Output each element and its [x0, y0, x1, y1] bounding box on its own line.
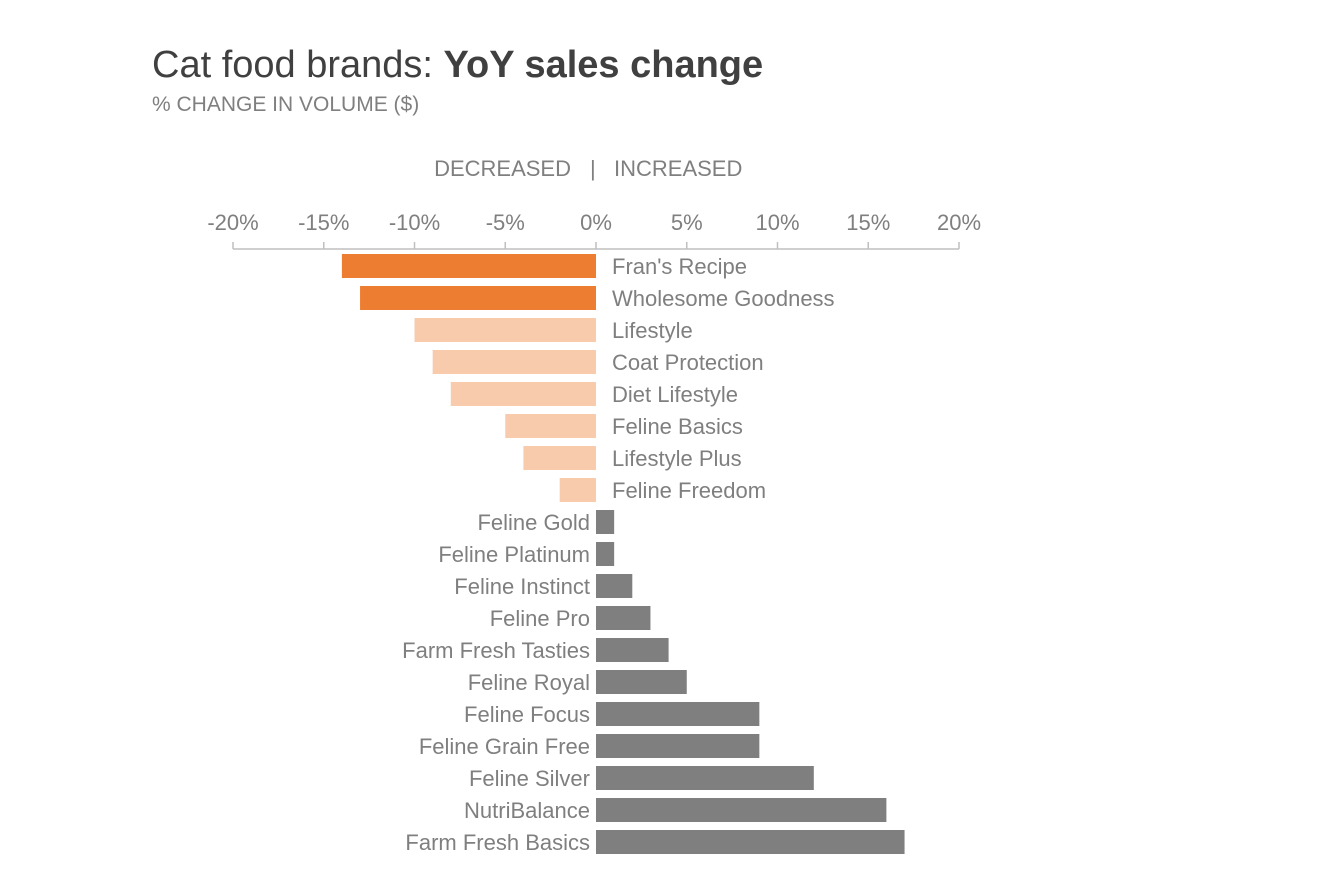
- decreased-label: DECREASED: [434, 156, 571, 181]
- category-label: Wholesome Goodness: [612, 286, 835, 311]
- direction-separator: |: [590, 156, 596, 181]
- bar-feline-freedom: [559, 478, 596, 502]
- bar-feline-grain-free: [596, 734, 760, 758]
- category-label: Feline Grain Free: [419, 734, 590, 759]
- category-label: Farm Fresh Tasties: [402, 638, 590, 663]
- bar-farm-fresh-basics: [596, 830, 905, 854]
- category-label: Feline Instinct: [454, 574, 590, 599]
- x-tick-label: 20%: [937, 210, 981, 235]
- category-label: Feline Pro: [490, 606, 590, 631]
- x-tick-label: -5%: [486, 210, 525, 235]
- category-label: Feline Platinum: [438, 542, 590, 567]
- category-label: Diet Lifestyle: [612, 382, 738, 407]
- x-tick-label: 15%: [846, 210, 890, 235]
- category-label: Lifestyle: [612, 318, 693, 343]
- bar-fran-s-recipe: [341, 254, 596, 278]
- category-label: Feline Freedom: [612, 478, 766, 503]
- bar-farm-fresh-tasties: [596, 638, 669, 662]
- bar-feline-pro: [596, 606, 651, 630]
- bar-feline-gold: [596, 510, 615, 534]
- category-label: Feline Silver: [469, 766, 590, 791]
- category-label: Feline Gold: [477, 510, 590, 535]
- x-tick-label: 5%: [671, 210, 703, 235]
- category-label: Fran's Recipe: [612, 254, 747, 279]
- chart-subtitle: % CHANGE IN VOLUME ($): [152, 93, 420, 116]
- category-label: Feline Royal: [468, 670, 590, 695]
- chart-title: Cat food brands: YoY sales change: [152, 44, 763, 87]
- increased-label: INCREASED: [614, 156, 743, 181]
- category-label: Coat Protection: [612, 350, 764, 375]
- category-label: Lifestyle Plus: [612, 446, 742, 471]
- bar-coat-protection: [432, 350, 596, 374]
- x-tick-label: -15%: [298, 210, 349, 235]
- bar-nutribalance: [596, 798, 887, 822]
- category-label: NutriBalance: [464, 798, 590, 823]
- bar-feline-basics: [505, 414, 596, 438]
- category-label: Feline Basics: [612, 414, 743, 439]
- x-tick-label: -10%: [389, 210, 440, 235]
- bar-diet-lifestyle: [450, 382, 596, 406]
- bar-feline-silver: [596, 766, 814, 790]
- bar-feline-focus: [596, 702, 760, 726]
- category-label: Feline Focus: [464, 702, 590, 727]
- bar-lifestyle: [414, 318, 596, 342]
- x-tick-label: -20%: [207, 210, 258, 235]
- bar-feline-royal: [596, 670, 687, 694]
- chart-title-bold: YoY sales change: [443, 44, 764, 86]
- category-label: Farm Fresh Basics: [405, 830, 590, 855]
- bar-wholesome-goodness: [360, 286, 596, 310]
- bar-feline-instinct: [596, 574, 633, 598]
- x-tick-label: 0%: [580, 210, 612, 235]
- bar-feline-platinum: [596, 542, 615, 566]
- chart-title-regular: Cat food brands:: [152, 44, 444, 86]
- bar-lifestyle-plus: [523, 446, 596, 470]
- x-tick-label: 10%: [755, 210, 799, 235]
